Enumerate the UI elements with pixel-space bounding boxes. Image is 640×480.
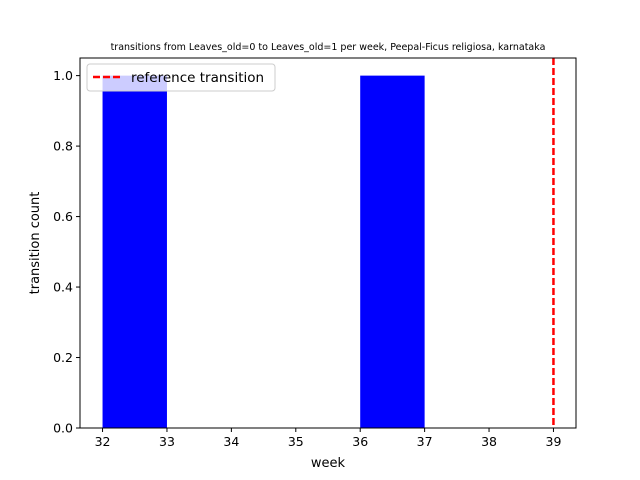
bars-group [102,75,425,428]
x-tick-label: 38 [481,434,497,449]
x-axis-label: week [311,456,346,471]
x-tick-label: 33 [159,434,175,449]
x-tick-label: 32 [95,434,111,449]
legend-box [86,63,276,92]
y-tick-label: 0.2 [53,350,73,365]
x-tick-label: 39 [546,434,562,449]
x-tick-label: 36 [352,434,368,449]
y-tick-label: 0.0 [53,421,73,436]
y-axis-ticks: 0.0 0.2 0.4 0.6 0.8 1.0 [53,68,80,436]
x-tick-label: 37 [417,434,433,449]
y-axis-label: transition count [28,192,43,295]
bar-week-32 [102,75,167,428]
x-axis-ticks: 32 33 34 35 36 37 38 39 [95,428,562,449]
x-tick-label: 34 [223,434,239,449]
bar-week-36 [360,75,425,428]
y-tick-label: 0.4 [53,280,73,295]
legend-label-reference: reference transition [131,70,264,86]
y-tick-label: 0.8 [53,139,73,154]
legend: reference transition [86,63,276,92]
x-tick-label: 35 [288,434,304,449]
chart-title: transitions from Leaves_old=0 to Leaves_… [111,42,546,53]
y-tick-label: 1.0 [53,68,73,83]
y-tick-label: 0.6 [53,209,73,224]
plot-frame [79,57,577,429]
